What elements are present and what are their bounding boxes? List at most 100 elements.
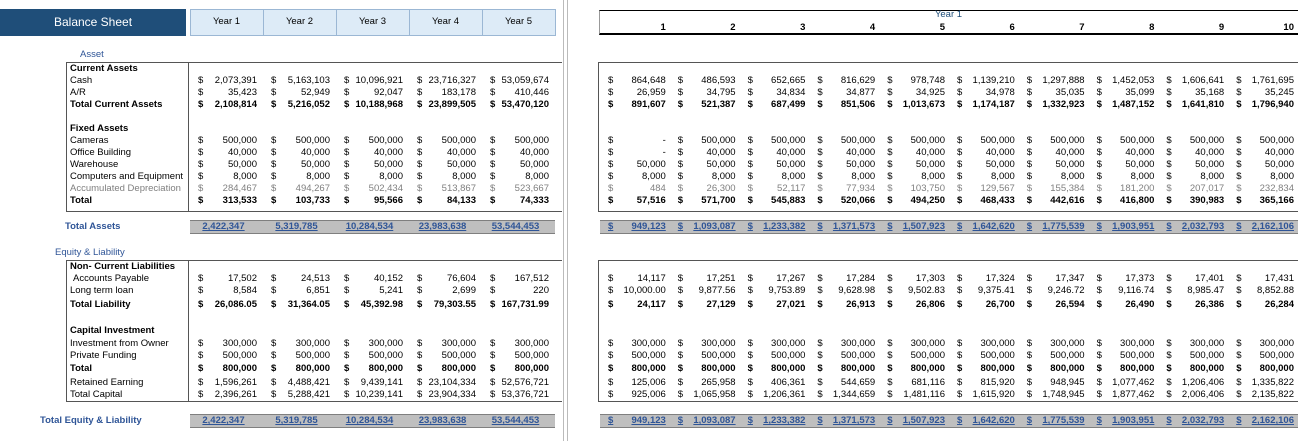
currency-sign: $ (747, 183, 753, 194)
currency-sign: $ (747, 350, 753, 361)
currency-sign: $ (747, 171, 753, 182)
cell-value: 52,576,721 (501, 377, 549, 388)
currency-sign: $ (1026, 135, 1033, 146)
currency-sign: $ (817, 221, 823, 232)
currency-sign: $ (608, 415, 614, 426)
row-label: Long term loan (70, 285, 134, 296)
cell-value: 35,168 (1195, 87, 1225, 98)
cell-value: 2,032,793 (1181, 221, 1225, 232)
cell-value: 1,297,888 (1042, 75, 1085, 86)
cell-value: 1,093,087 (693, 415, 736, 426)
cell-value: 2,108,814 (214, 99, 257, 110)
cell-value: 40,000 (915, 147, 945, 158)
currency-sign: $ (1166, 350, 1172, 361)
currency-sign: $ (1026, 147, 1033, 158)
currency-sign: $ (417, 183, 423, 194)
cell-value: 300,000 (1189, 338, 1225, 349)
currency-sign: $ (817, 389, 823, 400)
cell-value: 494,267 (295, 183, 330, 194)
currency-sign: $ (608, 195, 614, 206)
currency-sign: $ (957, 159, 963, 170)
cell-value: 800,000 (1120, 363, 1155, 374)
cell-value: 26,806 (915, 299, 945, 310)
currency-sign: $ (747, 377, 753, 388)
total-band (190, 414, 555, 428)
row-label: Office Building (70, 147, 132, 158)
cell-value: 125,006 (631, 377, 666, 388)
cell-value: 14,117 (637, 273, 666, 284)
year-group-label: Year 1 (934, 9, 963, 20)
cell-value: 500,000 (980, 350, 1015, 361)
currency-sign: $ (417, 195, 423, 206)
currency-sign: $ (747, 195, 753, 206)
cell-value: 103,733 (295, 195, 330, 206)
cell-value: 40,000 (1264, 147, 1294, 158)
cell-value: 9,753.89 (768, 285, 806, 296)
currency-sign: $ (198, 99, 204, 110)
cell-value: 800,000 (1259, 363, 1294, 374)
currency-sign: $ (608, 183, 614, 194)
currency-sign: $ (817, 87, 823, 98)
cell-value: 800,000 (1050, 363, 1085, 374)
currency-sign: $ (957, 363, 963, 374)
label-column-border (188, 62, 189, 212)
currency-sign: $ (198, 183, 204, 194)
row-label: Investment from Owner (70, 338, 169, 349)
currency-sign: $ (198, 87, 204, 98)
cell-value: 500,000 (441, 135, 476, 146)
currency-sign: $ (608, 135, 614, 146)
currency-sign: $ (817, 159, 823, 170)
cell-value: 40,000 (985, 147, 1015, 158)
row-label: Private Funding (70, 350, 137, 361)
currency-sign: $ (1026, 195, 1033, 206)
cell-value: 1,093,087 (693, 221, 736, 232)
column-header: Year 3 (358, 16, 387, 27)
currency-sign: $ (344, 195, 350, 206)
cell-value: 1,335,822 (1251, 377, 1294, 388)
currency-sign: $ (887, 415, 893, 426)
currency-sign: $ (1096, 135, 1102, 146)
cell-value: 9,877.56 (698, 285, 736, 296)
currency-sign: $ (608, 285, 614, 296)
currency-sign: $ (1236, 221, 1242, 232)
cell-value: 468,433 (980, 195, 1015, 206)
currency-sign: $ (677, 99, 684, 110)
cell-value: 8,000 (642, 171, 666, 182)
currency-sign: $ (198, 147, 204, 158)
cell-value: 34,978 (985, 87, 1015, 98)
column-header: Year 1 (212, 16, 241, 27)
currency-sign: $ (1166, 299, 1172, 310)
cell-value: 50,000 (373, 159, 403, 170)
currency-sign: $ (344, 87, 350, 98)
cell-value: 571,700 (701, 195, 736, 206)
currency-sign: $ (271, 171, 277, 182)
cell-value: 1,371,573 (832, 221, 876, 232)
cell-value: 8,000 (711, 171, 736, 182)
cell-value: 687,499 (771, 99, 806, 110)
cell-value: 416,800 (1120, 195, 1155, 206)
cell-value: 8,000 (991, 171, 1015, 182)
currency-sign: $ (271, 273, 277, 284)
currency-sign: $ (1096, 221, 1102, 232)
cell-value: 9,628.98 (838, 285, 876, 296)
currency-sign: $ (1166, 147, 1172, 158)
currency-sign: $ (957, 338, 963, 349)
cell-value: 1,507,923 (902, 415, 945, 426)
cell-value: 24,513 (300, 273, 330, 284)
cell-value: 10,000.00 (623, 285, 666, 296)
cell-value: 500,000 (1050, 135, 1085, 146)
currency-sign: $ (957, 221, 963, 232)
currency-sign: $ (817, 147, 823, 158)
currency-sign: $ (271, 75, 277, 86)
cell-value: 35,245 (1264, 87, 1294, 98)
currency-sign: $ (1096, 299, 1102, 310)
row-label: Accounts Payable (73, 273, 150, 284)
currency-sign: $ (608, 147, 614, 158)
currency-sign: $ (608, 159, 614, 170)
currency-sign: $ (887, 171, 893, 182)
cell-value: 17,431 (1264, 273, 1294, 284)
currency-sign: $ (1096, 87, 1102, 98)
cell-value: 35,099 (1125, 87, 1155, 98)
cell-value: 27,129 (706, 299, 736, 310)
cell-value: 300,000 (910, 338, 945, 349)
